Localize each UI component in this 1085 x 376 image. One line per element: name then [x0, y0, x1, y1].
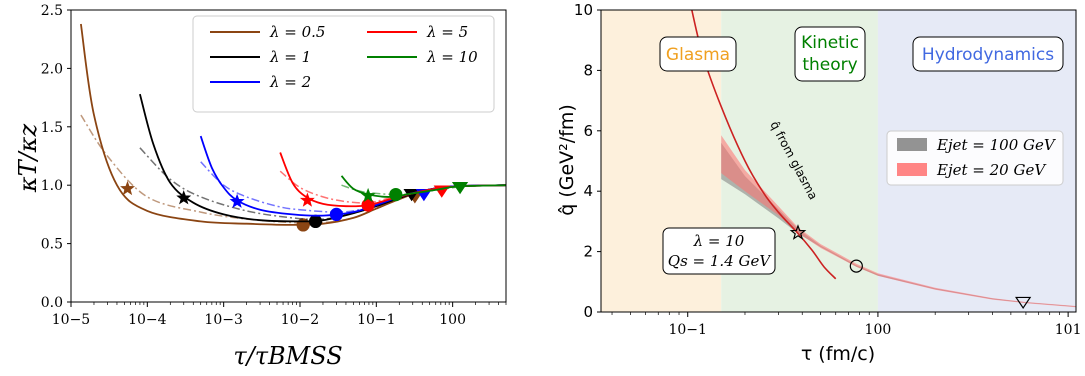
- series-4-triangle-marker: [451, 182, 469, 195]
- annotation-qs: Qs = 1.4 GeV: [668, 252, 773, 270]
- right-xtick-label: 101: [1055, 322, 1082, 338]
- right-star-marker: [789, 224, 807, 240]
- right-ytick-label: 6: [583, 122, 593, 140]
- left-xtick-label: 100: [439, 312, 466, 328]
- left-xtick-label: 10−1: [357, 312, 395, 328]
- right-ytick-label: 0: [583, 303, 593, 321]
- legend-swatch-20: [897, 163, 927, 176]
- legend-label-100: Ejet = 100 GeV: [936, 136, 1057, 154]
- kinetic-text-line: Kinetic: [801, 33, 859, 53]
- region-label-glasma: Glasma: [659, 36, 737, 72]
- series-1-dashdot: [139, 147, 506, 221]
- left-xtick-label: 10−2: [281, 312, 319, 328]
- series-0-star-marker: [120, 180, 136, 196]
- parameter-annotation: λ = 10 Qs = 1.4 GeV: [662, 227, 776, 275]
- left-chart: 0.0 0.5 1.0 1.5 2.0 2.5 10−5 10−4 10−3 10−2 10−1 10…: [14, 3, 507, 370]
- left-ytick-label: 2.0: [41, 61, 63, 77]
- right-ticks: 0 2 4 6 8 10 10−1 100 101: [574, 1, 1082, 338]
- series-2-line: [199, 135, 506, 217]
- left-xtick-label: 10−4: [128, 312, 167, 328]
- series-2-star-marker: [229, 193, 245, 208]
- left-xtick-label: 10−5: [52, 312, 90, 328]
- series-3-dashdot: [279, 170, 506, 204]
- right-ytick-label: 2: [583, 243, 593, 261]
- series-2-circle-marker: [329, 207, 344, 221]
- left-ytick-label: 0.5: [41, 237, 63, 253]
- left-legend: λ = 0.5 λ = 1 λ = 2 λ = 5 λ = 10: [192, 15, 495, 113]
- left-ytick-label: 0.0: [41, 295, 63, 311]
- series-3-star-marker: [299, 192, 315, 207]
- right-plot-area: [691, 10, 1076, 310]
- right-ytick-label: 8: [583, 61, 593, 79]
- left-ticks: 0.0 0.5 1.0 1.5 2.0 2.5 10−5 10−4 10−3 10−2 10−1 10…: [41, 3, 507, 328]
- left-ytick-label: 1.0: [41, 178, 63, 194]
- glasma-curve: [691, 10, 837, 280]
- series-4-circle-marker: [389, 187, 403, 202]
- kinetic-text-line: theory: [802, 55, 857, 75]
- right-x-axis-label: τ (fm/c): [801, 343, 875, 365]
- band-1: [721, 135, 1076, 308]
- series-1-line: [139, 93, 506, 223]
- right-legend-box: [886, 130, 1064, 186]
- legend-label-20: Ejet = 20 GeV: [936, 161, 1047, 179]
- series-0-dashdot: [80, 114, 506, 224]
- right-triangle-marker: [1015, 296, 1032, 310]
- legend-box: [192, 15, 495, 113]
- legend-label-4: λ = 10: [426, 48, 478, 66]
- right-xtick-label: 10−1: [668, 322, 706, 338]
- legend-label-0: λ = 0.5: [269, 23, 325, 41]
- left-ytick-label: 2.5: [41, 3, 63, 19]
- right-axes-frame: [600, 9, 1077, 313]
- right-legend: Ejet = 100 GeV Ejet = 20 GeV: [886, 130, 1064, 186]
- series-1-star-marker: [176, 190, 192, 205]
- left-x-axis-label: τ/τBMSS: [233, 342, 342, 370]
- left-plot-area: [80, 23, 506, 232]
- series-4-star-marker: [360, 187, 376, 203]
- region-glasma-text: Glasma: [666, 45, 730, 65]
- left-ytick-label: 1.5: [41, 120, 63, 136]
- legend-label-3: λ = 5: [426, 23, 468, 41]
- right-y-axis-label: q̂ (GeV²/fm): [556, 104, 578, 216]
- right-xtick-label: 100: [865, 322, 892, 338]
- region-hydro-text: Hydrodynamics: [922, 45, 1054, 65]
- series-1-circle-marker: [308, 214, 323, 229]
- right-ytick-label: 10: [574, 1, 593, 19]
- annotation-lambda: λ = 10: [693, 232, 745, 250]
- right-ytick-label: 4: [583, 182, 593, 200]
- legend-swatch-100: [897, 138, 927, 151]
- region-kinetic-text: Kinetic theory: [801, 33, 859, 75]
- legend-label-2: λ = 2: [269, 73, 311, 91]
- legend-label-1: λ = 1: [269, 48, 311, 66]
- left-y-axis-label: κT/κz: [14, 124, 42, 194]
- right-circle-marker: [849, 259, 863, 273]
- region-label-kinetic: Kinetic theory: [794, 26, 866, 82]
- left-xtick-label: 10−3: [204, 312, 242, 328]
- region-label-hydro: Hydrodynamics: [912, 36, 1064, 72]
